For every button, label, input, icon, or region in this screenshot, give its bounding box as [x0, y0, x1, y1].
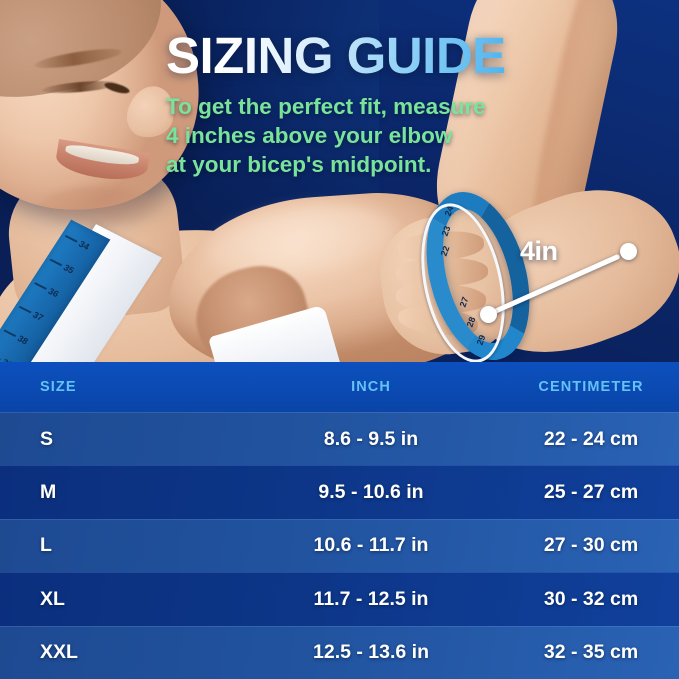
column-header-size: SIZE [40, 379, 77, 395]
measure-endpoint-dot [620, 243, 637, 260]
cell-centimeter: 25 - 27 cm [543, 481, 639, 504]
chin-shading [40, 186, 160, 226]
tape-number: 34 [76, 238, 92, 252]
subtitle-highlight: 4 inches above [161, 121, 332, 150]
cell-centimeter: 32 - 35 cm [543, 641, 639, 664]
cell-size: L [40, 534, 52, 557]
cell-inch: 8.6 - 9.5 in [323, 427, 419, 450]
cell-centimeter: 27 - 30 cm [543, 534, 639, 557]
table-row: S 8.6 - 9.5 in 22 - 24 cm [0, 412, 679, 466]
table-row: M 9.5 - 10.6 in 25 - 27 cm [0, 465, 679, 519]
cell-inch: 10.6 - 11.7 in [313, 534, 429, 557]
column-header-inch: INCH [351, 379, 391, 395]
cell-size: M [40, 481, 57, 504]
tape-number: 35 [61, 262, 77, 276]
page-title: SIZING GUIDE [166, 27, 506, 84]
subtitle-line-2-rest: your elbow [327, 123, 453, 149]
cell-centimeter: 22 - 24 cm [543, 427, 639, 450]
cell-size: XXL [40, 641, 78, 664]
table-row: L 10.6 - 11.7 in 27 - 30 cm [0, 518, 679, 573]
tape-number: 38 [15, 333, 30, 347]
page-subtitle: To get the perfect fit, measure 4 inches… [161, 92, 486, 179]
hero-photo-area: 34 35 36 37 38 39 24 23 22 27 28 29 [0, 0, 679, 362]
tape-number: 37 [30, 309, 46, 323]
subtitle-line-3: at your bicep's midpoint. [166, 152, 432, 178]
sizing-table: SIZE INCH CENTIMETER S 8.6 - 9.5 in 22 -… [0, 362, 679, 679]
table-row: XL 11.7 - 12.5 in 30 - 32 cm [0, 572, 679, 626]
cell-inch: 9.5 - 10.6 in [318, 481, 424, 504]
tape-number: 36 [46, 286, 61, 300]
table-header-row: SIZE INCH CENTIMETER [0, 362, 679, 412]
measure-label: 4in [520, 236, 558, 266]
cell-size: S [40, 427, 54, 450]
cell-inch: 11.7 - 12.5 in [313, 587, 429, 610]
cell-centimeter: 30 - 32 cm [543, 587, 639, 610]
cell-size: XL [40, 587, 65, 610]
cell-inch: 12.5 - 13.6 in [313, 641, 429, 664]
column-header-centimeter: CENTIMETER [538, 379, 644, 395]
subtitle-line-1: To get the perfect fit, measure [166, 94, 486, 119]
subtitle-line-2: 4 inches above your elbow [161, 121, 486, 150]
measure-endpoint-dot [480, 306, 497, 323]
table-row: XXL 12.5 - 13.6 in 32 - 35 cm [0, 625, 679, 679]
